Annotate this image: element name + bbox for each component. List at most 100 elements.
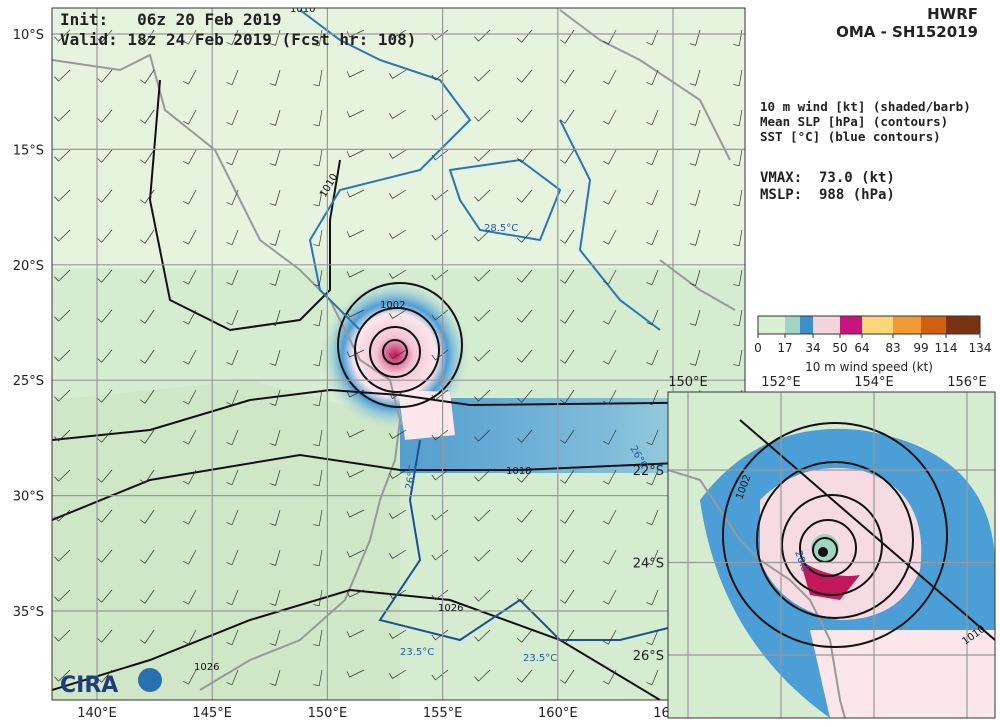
- mslp: MSLP: 988 (hPa): [760, 187, 895, 203]
- wind-barb: [96, 229, 113, 243]
- wind-barb: [313, 669, 323, 687]
- lon-label: 152°E: [761, 375, 801, 390]
- logo-mark: [138, 668, 162, 692]
- wind-barb: [346, 349, 365, 358]
- contour-label: 23.5°C: [523, 653, 557, 664]
- contour-label: 1002: [380, 300, 405, 311]
- wind-barb: [389, 549, 407, 559]
- wind-barb: [431, 429, 449, 441]
- wind-barb: [603, 109, 617, 125]
- wind-barb: [474, 189, 491, 202]
- wind-barb: [733, 109, 743, 127]
- wind-barb: [139, 509, 155, 524]
- wind-barb: [516, 389, 533, 403]
- wind-barb: [313, 469, 323, 487]
- wind-barb: [226, 29, 239, 46]
- wind-barb: [389, 509, 407, 519]
- wind-barb: [96, 509, 113, 523]
- wind-barb: [431, 309, 449, 321]
- wind-barb: [54, 389, 71, 402]
- wind-barb: [139, 429, 155, 444]
- wind-barb: [516, 629, 533, 643]
- contour-label: 1026: [438, 603, 463, 614]
- inset-map: 1002 1010 28.5: [668, 392, 995, 718]
- wind-barb: [313, 229, 323, 247]
- wind-barb: [559, 589, 575, 604]
- wind-barb: [431, 469, 449, 481]
- wind-barb: [269, 389, 281, 406]
- wind-barb: [389, 109, 407, 119]
- wind-barb: [96, 269, 113, 283]
- wind-barb: [559, 429, 575, 444]
- wind-barb: [603, 509, 617, 525]
- wind-barb: [516, 269, 533, 283]
- wind-barb: [346, 589, 365, 598]
- colorbar-tick-label: 99: [913, 341, 928, 355]
- wind-barb: [516, 109, 533, 123]
- wind-barb: [474, 109, 491, 122]
- wind-barb: [96, 629, 113, 643]
- lat-label: 35°S: [13, 605, 44, 620]
- wind-barb: [346, 389, 365, 398]
- wind-barb: [183, 629, 197, 645]
- lat-label: 25°S: [13, 374, 44, 389]
- wind-barb: [269, 149, 281, 166]
- wind-barb: [96, 349, 113, 363]
- wind-barb: [733, 309, 743, 327]
- wind-barb: [183, 269, 197, 285]
- wind-barb: [474, 69, 491, 82]
- wind-barb: [346, 149, 365, 158]
- lat-label: 24°S: [633, 557, 664, 572]
- wind-barb: [559, 309, 575, 324]
- wind-barb: [516, 469, 533, 483]
- lat-label: 30°S: [13, 490, 44, 505]
- wind-barb: [139, 349, 155, 364]
- colorbar-tick-label: 17: [777, 341, 792, 355]
- wind-barb: [733, 149, 743, 167]
- wind-barb: [54, 269, 71, 282]
- wind-barb: [646, 349, 659, 366]
- inset-frame: [667, 391, 996, 719]
- wind-barb: [313, 309, 323, 327]
- wind-barb: [269, 469, 281, 486]
- wind-barb: [474, 549, 491, 562]
- contour-label: 28.5°C: [484, 223, 518, 234]
- wind-barb: [603, 589, 617, 605]
- wind-barb: [516, 429, 533, 443]
- wind-barb: [96, 589, 113, 603]
- wind-barb: [269, 349, 281, 366]
- wind-barb: [96, 69, 113, 83]
- wind-barb: [96, 549, 113, 563]
- wind-barb: [516, 549, 533, 563]
- map-frame: [51, 7, 746, 701]
- wind-barb: [183, 509, 197, 525]
- contour-label: 1018: [506, 466, 531, 477]
- wind-barb: [689, 149, 701, 166]
- wind-barb: [431, 189, 449, 201]
- wind-barb: [559, 669, 575, 684]
- wind-barb: [431, 29, 449, 41]
- wind-barb: [431, 509, 449, 521]
- wind-barb: [54, 509, 71, 522]
- wind-barb: [183, 309, 197, 325]
- wind-barb: [346, 549, 365, 558]
- wind-barb: [54, 349, 71, 362]
- colorbar-tick-label: 83: [885, 341, 900, 355]
- wind-barb: [346, 509, 365, 518]
- wind-barb: [689, 229, 701, 246]
- wind-barb: [516, 149, 533, 163]
- wind-barb: [96, 109, 113, 123]
- wind-barb: [733, 349, 743, 367]
- wind-barb: [226, 269, 239, 286]
- wind-barb: [431, 349, 449, 361]
- wind-barb: [389, 149, 407, 159]
- wind-barb: [139, 69, 155, 84]
- wind-barb: [183, 549, 197, 565]
- wind-barb: [139, 189, 155, 204]
- wind-barb: [54, 189, 71, 202]
- wind-barb: [603, 549, 617, 565]
- wind-barb: [183, 669, 197, 685]
- wind-barb: [96, 389, 113, 403]
- wind-barb: [389, 429, 407, 439]
